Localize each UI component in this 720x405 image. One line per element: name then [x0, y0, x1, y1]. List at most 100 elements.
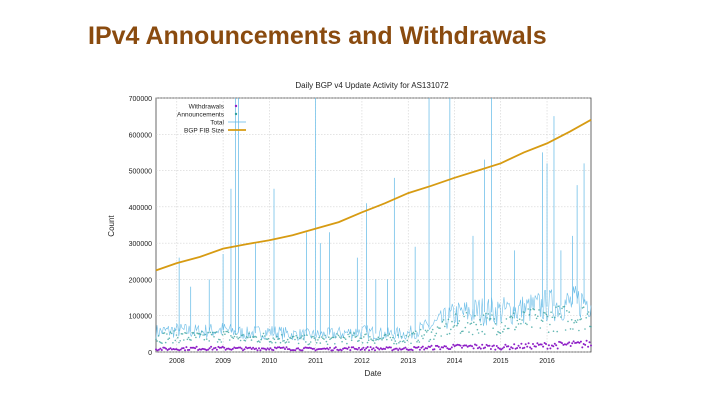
announcement-point	[492, 327, 494, 329]
withdrawal-point	[240, 347, 243, 350]
announcement-point	[429, 338, 432, 341]
announcement-point	[442, 319, 445, 321]
withdrawal-point	[324, 347, 327, 350]
withdrawal-point	[326, 347, 329, 350]
announcement-point	[566, 310, 568, 312]
announcement-point	[427, 329, 429, 332]
announcement-point	[481, 330, 484, 333]
withdrawal-point	[488, 344, 491, 347]
announcement-point	[457, 322, 459, 325]
withdrawal-point	[169, 347, 172, 350]
announcement-point	[441, 321, 444, 323]
announcement-point	[364, 333, 366, 336]
announcement-point	[431, 328, 434, 331]
announcement-point	[168, 337, 171, 340]
withdrawal-point	[215, 348, 218, 351]
announcement-point	[528, 313, 531, 316]
announcement-point	[267, 337, 270, 340]
announcement-point	[260, 338, 262, 341]
withdrawal-point	[423, 348, 426, 351]
announcement-point	[358, 339, 360, 342]
announcement-point	[382, 337, 385, 339]
y-tick-label: 200000	[129, 277, 152, 284]
announcement-point	[444, 325, 446, 328]
withdrawal-point	[476, 347, 479, 350]
announcement-point	[464, 326, 467, 329]
announcement-point	[470, 322, 473, 325]
withdrawal-point	[347, 346, 350, 349]
announcement-point	[216, 341, 219, 343]
plot-area-frame	[155, 97, 592, 353]
announcement-point	[488, 318, 491, 320]
announcement-point	[560, 316, 562, 318]
announcement-point	[586, 313, 589, 315]
x-tick-label: 2008	[169, 358, 185, 365]
announcement-point	[311, 336, 313, 338]
withdrawal-point	[436, 344, 439, 347]
announcement-point	[450, 328, 452, 331]
withdrawal-point	[365, 347, 368, 350]
announcement-point	[440, 335, 443, 337]
announcement-point	[392, 336, 394, 339]
y-tick-label: 500000	[129, 169, 152, 176]
announcement-point	[190, 339, 192, 341]
announcement-point	[581, 307, 584, 309]
legend-label: Announcements	[177, 112, 225, 119]
announcement-point	[244, 340, 247, 342]
announcement-point	[175, 334, 178, 336]
withdrawal-point	[173, 348, 176, 351]
withdrawal-point	[445, 345, 447, 348]
announcement-point	[480, 323, 482, 326]
withdrawal-point	[474, 343, 476, 346]
announcement-point	[221, 333, 224, 336]
announcement-point	[172, 342, 174, 344]
announcement-point	[453, 324, 456, 327]
withdrawal-point	[402, 347, 405, 350]
announcement-point	[433, 338, 435, 341]
withdrawal-point	[397, 349, 400, 351]
announcement-point	[363, 336, 365, 338]
announcement-point	[178, 341, 180, 344]
announcement-point	[549, 323, 551, 326]
announcement-point	[181, 333, 184, 335]
announcement-point	[312, 335, 314, 338]
announcement-point	[245, 336, 248, 338]
announcement-point	[512, 312, 515, 314]
announcement-point	[400, 335, 403, 338]
announcement-point	[370, 338, 372, 340]
announcement-point	[408, 334, 411, 336]
withdrawal-point	[527, 342, 530, 345]
announcement-point	[307, 343, 309, 346]
withdrawal-point	[160, 349, 163, 351]
withdrawal-point	[266, 347, 269, 350]
withdrawal-point	[556, 347, 559, 350]
announcement-point	[352, 334, 354, 337]
announcement-point	[520, 322, 522, 325]
withdrawal-point	[484, 346, 487, 349]
announcement-point	[261, 335, 264, 338]
withdrawal-point	[344, 347, 347, 350]
withdrawal-point	[532, 343, 534, 345]
announcement-point	[295, 335, 297, 337]
announcement-point	[340, 337, 342, 339]
announcement-point	[545, 313, 548, 316]
announcement-point	[458, 320, 461, 322]
announcement-point	[554, 316, 556, 319]
withdrawal-point	[294, 349, 297, 352]
announcement-point	[538, 309, 540, 311]
announcement-point	[445, 323, 447, 325]
announcement-point	[201, 331, 203, 333]
announcement-point	[249, 336, 251, 339]
withdrawal-point	[362, 346, 365, 349]
withdrawal-point	[211, 348, 214, 351]
legend-marker	[234, 112, 238, 116]
announcement-point	[439, 327, 441, 329]
withdrawal-point	[331, 349, 334, 352]
announcement-point	[546, 315, 549, 318]
announcement-point	[325, 340, 328, 343]
announcement-point	[243, 339, 245, 342]
announcement-point	[436, 326, 439, 328]
withdrawal-point	[282, 346, 285, 349]
announcement-point	[422, 337, 424, 340]
announcement-point	[561, 307, 563, 310]
